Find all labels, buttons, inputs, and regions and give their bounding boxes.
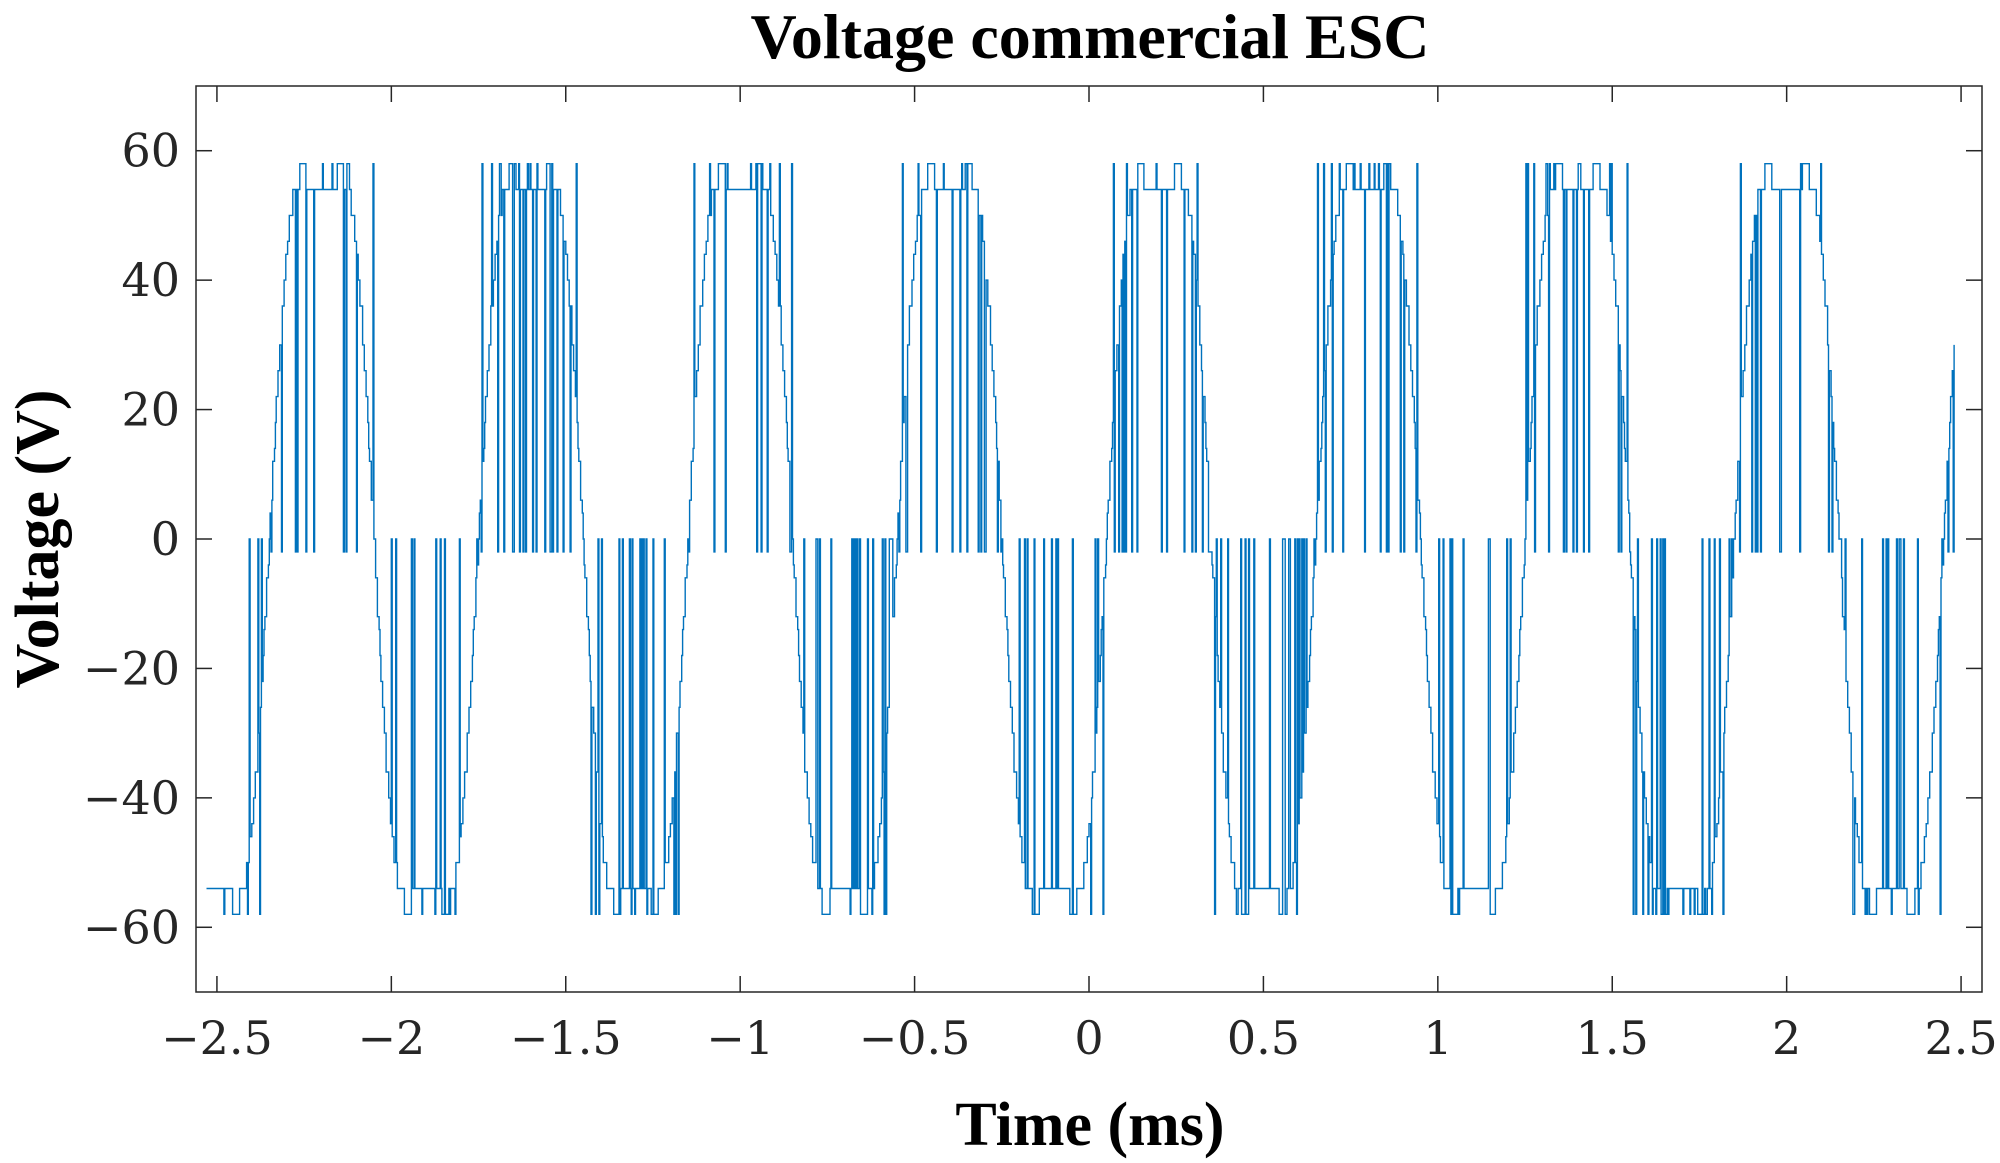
x-tick-label: −2.5 <box>161 1011 273 1065</box>
y-tick-label: −20 <box>83 641 180 695</box>
chart-title: Voltage commercial ESC <box>751 1 1430 72</box>
y-tick-label: −40 <box>83 771 180 825</box>
x-tick-label: 1 <box>1423 1011 1452 1065</box>
y-tick-label: 40 <box>121 253 180 307</box>
y-tick-label: 0 <box>151 512 180 566</box>
x-tick-label: 1.5 <box>1576 1011 1649 1065</box>
y-tick-label: 20 <box>121 383 180 437</box>
x-axis-label: Time (ms) <box>955 1091 1224 1159</box>
x-tick-label: 0 <box>1074 1011 1103 1065</box>
y-tick-label: −60 <box>83 900 180 954</box>
x-tick-label: −2 <box>357 1011 425 1065</box>
axis-ticks <box>196 86 1982 992</box>
series-line-esc-voltage <box>206 163 1955 915</box>
y-tick-label: 60 <box>121 124 180 178</box>
series-layer <box>206 163 1955 915</box>
plot-area <box>195 85 1983 993</box>
x-tick-label: −1.5 <box>510 1011 622 1065</box>
x-tick-label: 2 <box>1772 1011 1801 1065</box>
x-tick-label: −1 <box>706 1011 774 1065</box>
y-axis-label: Voltage (V) <box>4 389 72 688</box>
x-tick-label: 0.5 <box>1227 1011 1300 1065</box>
x-tick-label: −0.5 <box>859 1011 971 1065</box>
tick-labels: −2.5 −2 −1.5 −1 −0.5 0 0.5 1 1.5 2 2.5 60 40 20 0 −20 −4… <box>83 124 1998 1065</box>
x-tick-label: 2.5 <box>1924 1011 1997 1065</box>
